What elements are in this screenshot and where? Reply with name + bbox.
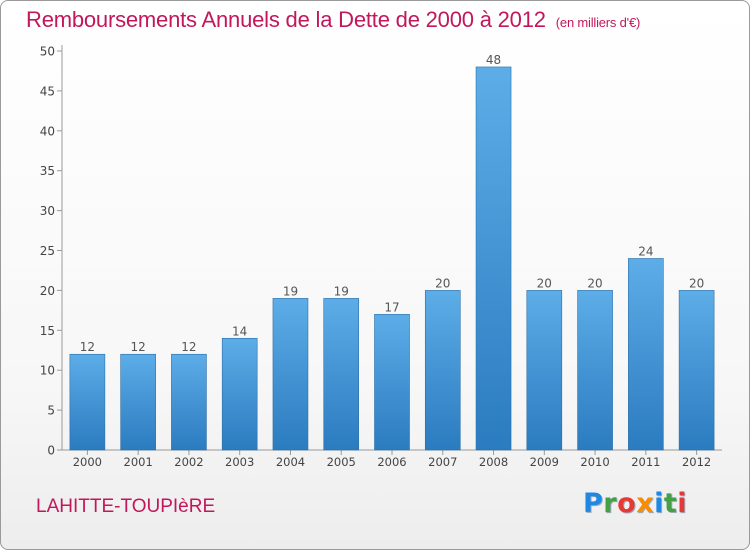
y-tick-label: 40: [40, 124, 55, 138]
bar-2001: [120, 353, 156, 451]
bar-2010: [577, 290, 613, 451]
x-tick-label: 2004: [276, 455, 305, 469]
x-tick-label: 2001: [124, 455, 153, 469]
brand-letter: x: [636, 488, 655, 519]
brand-letter: P: [583, 488, 604, 519]
y-tick-label: 35: [40, 164, 55, 178]
bar-2011: [628, 258, 664, 451]
bar-2003: [221, 337, 258, 451]
brand-letter: i: [677, 488, 688, 519]
chart-title-text: Remboursements Annuels de la Dette de 20…: [26, 7, 546, 32]
bar-2006: [374, 314, 410, 451]
y-tick-label: 15: [40, 324, 55, 338]
data-label: 14: [232, 324, 247, 338]
x-tick-label: 2011: [631, 455, 660, 469]
x-tick-label: 2006: [377, 455, 406, 469]
data-label: 20: [435, 276, 450, 290]
data-label: 24: [638, 244, 653, 258]
value-labels: 12 12 12 14 19 19 17 20 48 20 20 24 20: [80, 53, 705, 354]
data-label: 19: [334, 284, 349, 298]
x-tick-label: 2010: [580, 455, 609, 469]
x-tick-label: 2009: [530, 455, 559, 469]
data-label: 20: [689, 276, 704, 290]
x-tick-label: 2002: [174, 455, 203, 469]
y-tick-label: 50: [40, 45, 55, 59]
y-tick-label: 45: [40, 84, 55, 98]
bar-2012: [678, 290, 715, 451]
bar-2005: [323, 298, 360, 451]
bar-2007: [424, 290, 461, 451]
brand-letter: o: [617, 488, 637, 519]
brand-letter: i: [654, 488, 664, 519]
x-tick-label: 2000: [73, 455, 102, 469]
bar-2002: [171, 353, 207, 451]
brand-letter: r: [603, 488, 618, 519]
data-label: 48: [486, 53, 501, 67]
y-tick-label: 5: [47, 404, 55, 418]
brand-letter: t: [663, 488, 678, 519]
y-tick-label: 30: [40, 204, 55, 218]
y-tick-label: 20: [40, 284, 55, 298]
data-label: 19: [283, 284, 298, 298]
data-label: 20: [587, 276, 602, 290]
x-tick-label: 2003: [225, 455, 254, 469]
bar-2000: [69, 353, 106, 451]
bar-2008: [475, 66, 512, 451]
bar-2009: [526, 290, 563, 451]
x-tick-label: 2012: [682, 455, 711, 469]
y-tick-label: 25: [40, 244, 55, 258]
y-tick-label: 10: [40, 364, 55, 378]
chart-unit: (en milliers d'€): [555, 15, 641, 30]
chart-title: Remboursements Annuels de la Dette de 20…: [26, 7, 640, 33]
data-label: 12: [181, 340, 196, 354]
bars: [69, 66, 715, 451]
y-tick-label: 0: [47, 444, 55, 458]
data-label: 20: [537, 276, 552, 290]
x-tick-label: 2005: [327, 455, 356, 469]
data-label: 12: [131, 340, 146, 354]
place-name: LAHITTE-TOUPIèRE: [36, 496, 216, 517]
data-label: 17: [384, 300, 399, 314]
data-label: 12: [80, 340, 95, 354]
bar-2004: [272, 298, 309, 451]
x-tick-label: 2007: [428, 455, 457, 469]
x-tick-label: 2008: [479, 455, 508, 469]
brand-logo: Proxiti: [583, 488, 687, 519]
